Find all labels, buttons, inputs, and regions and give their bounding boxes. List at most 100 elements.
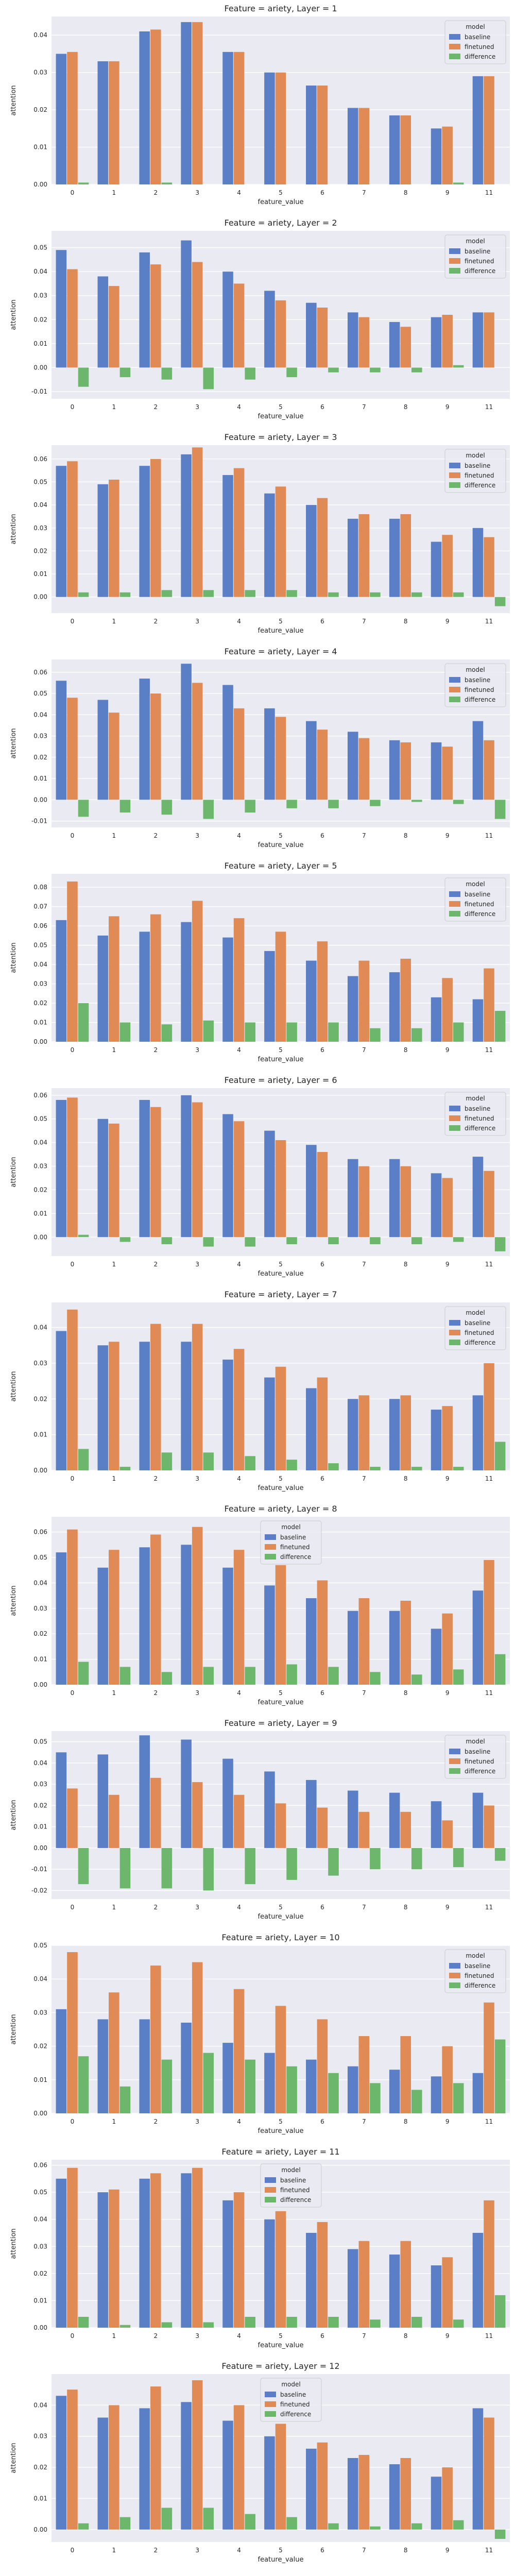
bar-difference-7 — [370, 2083, 381, 2113]
bar-difference-2 — [161, 2507, 173, 2530]
x-tick-label: 7 — [362, 2547, 366, 2554]
bar-finetuned-11 — [484, 968, 494, 1042]
x-tick-label: 4 — [237, 189, 241, 196]
bar-finetuned-8 — [400, 958, 411, 1042]
bar-finetuned-2 — [150, 1777, 161, 1848]
bar-finetuned-1 — [109, 479, 119, 597]
bar-finetuned-2 — [150, 264, 161, 368]
chart-panel-layer-1: 0.00 0.01 0.02 0.03 0.04 0 1 2 3 4 5 6 7 8 9 11 Feature … — [0, 0, 515, 214]
y-tick-label: 0.00 — [33, 181, 47, 188]
bar-finetuned-5 — [275, 1803, 286, 1848]
bar-baseline-6 — [306, 2232, 317, 2328]
bar-finetuned-7 — [358, 2454, 370, 2530]
legend: model baseline finetuned difference — [444, 449, 506, 493]
bar-difference-8 — [411, 367, 422, 372]
bar-difference-5 — [286, 2316, 297, 2328]
legend-entry-difference: difference — [465, 696, 495, 703]
chart-title: Feature = ariety, Layer = 9 — [225, 1718, 337, 1728]
x-tick-label: 2 — [153, 2332, 158, 2340]
y-tick-label: 0.02 — [33, 2464, 47, 2471]
bar-finetuned-2 — [150, 1107, 161, 1238]
bar-baseline-0 — [56, 466, 67, 597]
bar-finetuned-4 — [233, 2405, 245, 2530]
y-tick-label: 0.02 — [33, 316, 47, 323]
x-tick-label: 11 — [485, 1475, 493, 1482]
y-axis-label: attention — [10, 299, 18, 330]
legend-swatch-difference — [265, 2197, 276, 2202]
bar-difference-7 — [370, 2526, 381, 2530]
x-tick-label: 5 — [279, 403, 283, 411]
bar-chart: 0.00 0.01 0.02 0.03 0.04 0 1 2 3 4 5 6 7 8 9 11 Feature … — [10, 4, 510, 206]
bar-finetuned-6 — [317, 2442, 328, 2530]
legend-swatch-finetuned — [449, 687, 460, 692]
bar-baseline-2 — [139, 466, 150, 597]
legend: model baseline finetuned difference — [444, 877, 506, 922]
bar-difference-9 — [453, 1022, 464, 1042]
legend-box — [444, 1735, 506, 1779]
x-tick-label: 4 — [237, 1046, 241, 1054]
bar-finetuned-0 — [67, 269, 78, 368]
legend-entry-difference: difference — [465, 1125, 495, 1132]
bar-baseline-0 — [56, 2396, 67, 2530]
bar-baseline-1 — [97, 1567, 109, 1685]
legend-entry-baseline: baseline — [465, 1105, 490, 1112]
x-tick-label: 2 — [153, 403, 158, 411]
bar-baseline-11 — [472, 312, 484, 368]
bar-finetuned-4 — [233, 283, 245, 368]
bar-difference-2 — [161, 2322, 173, 2328]
x-axis-label: feature_value — [258, 1913, 304, 1921]
bar-difference-9 — [453, 1237, 464, 1242]
x-tick-label: 0 — [71, 189, 75, 196]
bar-baseline-11 — [472, 1157, 484, 1238]
x-tick-label: 7 — [362, 832, 366, 839]
bar-baseline-9 — [431, 128, 442, 184]
y-tick-label: 0.01 — [33, 570, 47, 578]
bar-baseline-4 — [222, 2420, 233, 2530]
y-tick-label: 0.01 — [33, 340, 47, 347]
y-tick-label: 0.08 — [33, 884, 47, 891]
legend-box — [260, 2378, 322, 2422]
x-tick-label: 1 — [112, 403, 116, 411]
bar-finetuned-3 — [192, 262, 203, 368]
y-tick-label: 0.03 — [33, 69, 47, 76]
x-tick-label: 6 — [320, 189, 324, 196]
bar-finetuned-9 — [442, 1820, 453, 1848]
legend-entry-finetuned: finetuned — [465, 1329, 494, 1336]
legend-swatch-finetuned — [449, 1115, 460, 1121]
x-tick-label: 4 — [237, 1689, 241, 1697]
x-tick-label: 11 — [485, 1046, 493, 1054]
x-tick-label: 2 — [153, 189, 158, 196]
chart-title: Feature = ariety, Layer = 4 — [225, 647, 337, 656]
y-tick-label: 0.00 — [33, 1681, 47, 1688]
legend-swatch-difference — [265, 2411, 276, 2417]
bar-baseline-7 — [347, 518, 358, 597]
legend-swatch-baseline — [449, 1749, 460, 1754]
bar-baseline-6 — [306, 1388, 317, 1470]
bar-baseline-6 — [306, 1145, 317, 1238]
legend: model baseline finetuned difference — [444, 1092, 506, 1136]
x-tick-label: 8 — [404, 2547, 408, 2554]
bar-baseline-11 — [472, 1395, 484, 1470]
bar-baseline-9 — [431, 2477, 442, 2530]
bar-baseline-3 — [181, 664, 192, 800]
x-tick-label: 4 — [237, 1261, 241, 1268]
bar-difference-7 — [370, 1237, 381, 1245]
x-tick-label: 7 — [362, 2118, 366, 2125]
bar-difference-4 — [245, 1667, 255, 1685]
bar-baseline-1 — [97, 2417, 109, 2530]
bar-baseline-6 — [306, 302, 317, 368]
bar-difference-7 — [370, 800, 381, 806]
x-tick-label: 0 — [71, 618, 75, 625]
legend: model baseline finetuned difference — [444, 1949, 506, 1993]
bar-baseline-1 — [97, 1754, 109, 1848]
bar-baseline-0 — [56, 1752, 67, 1848]
bar-baseline-8 — [389, 2464, 400, 2530]
bar-difference-4 — [245, 1848, 255, 1885]
bar-baseline-7 — [347, 1790, 358, 1848]
bar-difference-4 — [245, 1456, 255, 1470]
bar-finetuned-11 — [484, 1805, 494, 1848]
legend-swatch-baseline — [265, 2392, 276, 2397]
bar-baseline-0 — [56, 2009, 67, 2113]
x-tick-label: 9 — [445, 832, 450, 839]
y-tick-label: 0.05 — [33, 942, 47, 949]
